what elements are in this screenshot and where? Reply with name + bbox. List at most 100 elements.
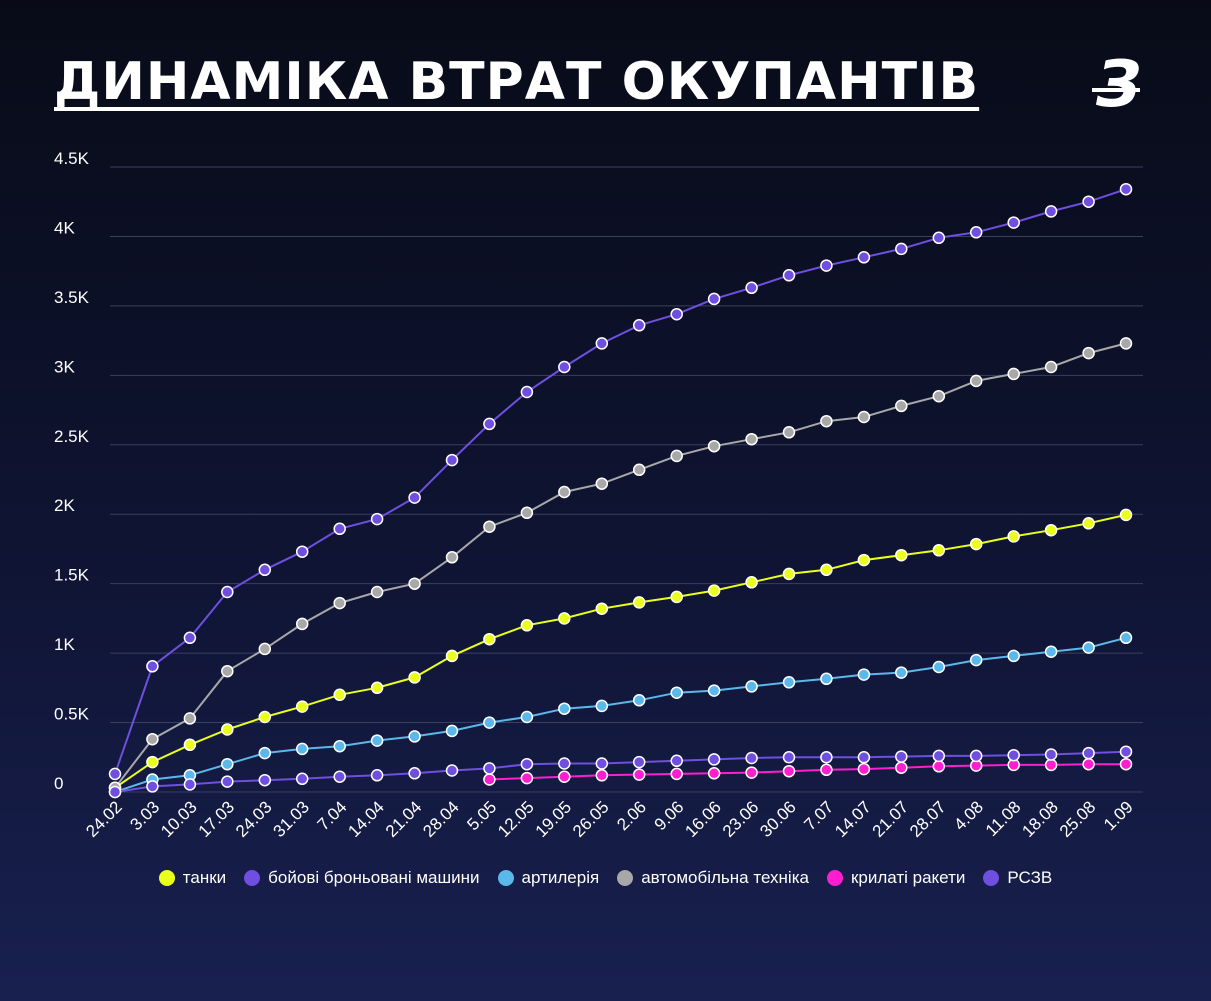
data-point-series-5 [707,753,721,766]
data-point-series-0 [820,563,833,577]
x-tick-label: 19.05 [532,797,576,841]
data-point-series-5 [370,769,384,782]
series-line-5 [114,750,1127,793]
data-point-series-0 [333,688,346,702]
data-point-series-0 [183,738,197,752]
data-point-series-3 [183,712,197,725]
data-point-series-0 [483,632,496,646]
data-point-series-1 [1119,182,1133,196]
data-point-series-5 [108,785,122,799]
legend-label: танки [182,868,227,887]
data-point-series-3 [1119,337,1133,350]
data-point-series-1 [295,545,309,558]
y-tick-label: 4.5K [54,149,90,168]
legend-label: автомобільна техніка [641,868,809,887]
x-tick-label: 1.09 [1100,797,1137,834]
x-tick-label: 24.03 [232,797,276,841]
x-tick-label: 4.08 [950,797,987,834]
y-tick-label: 2.5K [54,427,90,446]
data-point-series-1 [558,360,571,374]
data-point-series-3 [483,520,496,533]
data-point-series-2 [520,710,534,724]
data-point-series-3 [258,642,272,656]
data-point-series-4 [483,773,496,786]
data-point-series-0 [707,584,721,597]
y-tick-label: 0 [54,774,63,793]
data-point-series-1 [370,512,384,526]
x-tick-label: 28.07 [906,797,950,841]
x-tick-label: 28.04 [419,797,463,841]
data-point-series-2 [258,746,272,760]
data-point-series-3 [632,463,646,477]
data-point-series-0 [520,619,534,632]
data-point-series-5 [1082,746,1095,760]
data-point-series-5 [857,751,871,764]
data-point-series-1 [520,385,534,399]
data-point-series-4 [932,760,946,773]
data-point-series-3 [1007,367,1020,381]
legend-swatch [158,870,175,886]
data-point-series-2 [857,668,871,681]
data-point-series-1 [632,319,646,332]
data-point-series-1 [932,231,946,245]
y-tick-label: 3.5K [54,288,90,307]
x-tick-label: 16.06 [681,797,725,841]
data-point-series-5 [782,751,796,764]
x-tick-label: 12.05 [494,797,538,841]
data-point-series-2 [595,699,609,713]
data-point-series-2 [1082,641,1095,654]
data-point-series-4 [670,767,683,781]
data-point-series-5 [558,757,571,770]
data-point-series-4 [595,769,609,782]
data-point-series-1 [857,251,871,264]
x-tick-label: 14.04 [344,797,388,841]
data-point-series-5 [333,770,346,783]
x-tick-label: 23.06 [719,797,763,841]
data-point-series-0 [558,612,571,625]
data-point-series-1 [670,307,683,321]
data-point-series-1 [221,585,234,599]
x-tick-label: 26.05 [569,797,613,841]
data-point-series-2 [932,660,946,674]
data-point-series-2 [558,702,571,715]
data-point-series-0 [782,567,796,581]
x-tick-label: 2.06 [613,797,650,834]
data-point-series-1 [782,269,796,282]
x-tick-label: 31.03 [270,797,314,841]
data-point-series-3 [782,426,796,439]
legend-swatch [497,870,514,886]
data-point-series-4 [632,768,646,781]
data-point-series-3 [745,432,758,446]
data-point-series-5 [221,775,234,788]
data-point-series-4 [895,761,908,774]
data-point-series-3 [969,374,983,388]
legend-label: РСЗВ [1007,868,1053,887]
x-tick-label: 11.08 [982,797,1025,840]
data-point-series-1 [895,242,908,256]
data-point-series-2 [782,676,796,689]
brand-logo: З [1092,48,1141,116]
data-point-series-5 [895,750,908,763]
data-point-series-0 [370,681,384,695]
data-point-series-0 [146,755,159,769]
x-tick-label: 10.03 [157,797,201,841]
y-tick-label: 1.5K [54,566,90,585]
data-point-series-0 [895,548,908,562]
data-point-series-5 [632,755,646,769]
data-point-series-3 [857,410,871,424]
legend-item: артилерія [497,868,599,888]
data-point-series-0 [1082,517,1095,530]
data-point-series-2 [820,672,833,686]
data-point-series-4 [745,766,758,779]
data-point-series-5 [483,762,496,775]
data-point-series-3 [295,617,309,631]
legend-swatch [617,870,634,886]
legend-item: автомобільна техніка [617,868,809,888]
data-point-series-0 [258,710,272,724]
data-point-series-1 [445,453,459,467]
data-point-series-0 [745,576,758,589]
data-point-series-0 [932,544,946,557]
data-point-series-4 [820,763,833,777]
data-point-series-3 [1082,346,1095,360]
